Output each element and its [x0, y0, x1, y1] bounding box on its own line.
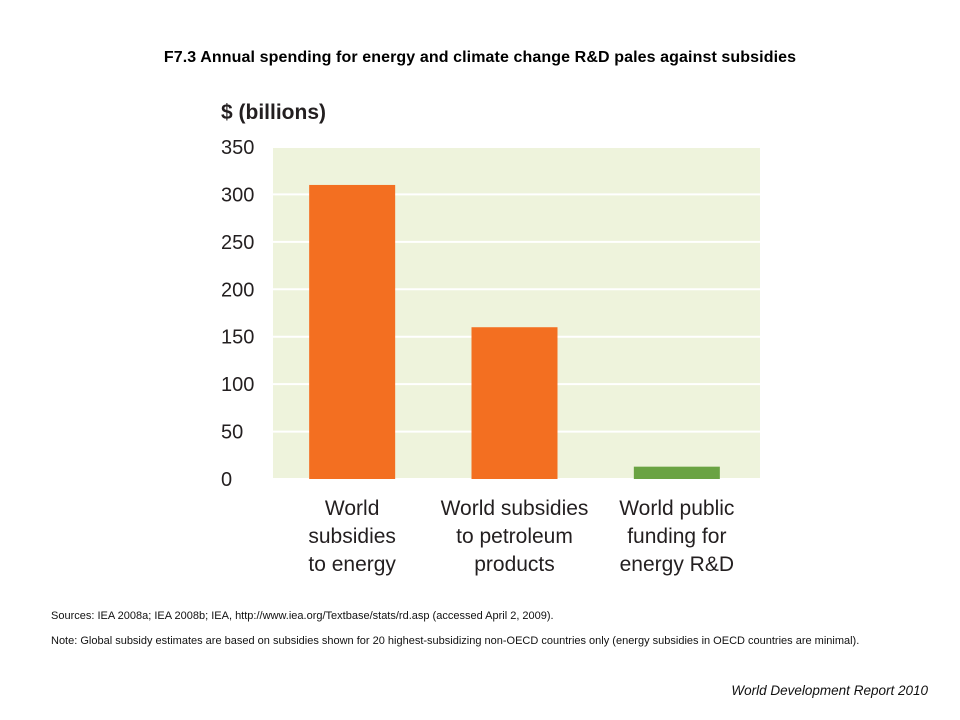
y-tick-label: 0 [221, 469, 232, 491]
category-label-line: funding for [627, 525, 726, 548]
bar-0 [309, 184, 396, 479]
y-tick-label: 250 [221, 232, 254, 254]
bar-2 [633, 466, 720, 479]
category-labels: World subsidies to energy World subsidies to… [308, 497, 734, 576]
category-label-1: World subsidies to petroleum products [441, 497, 589, 576]
y-tick-label: 200 [221, 279, 254, 301]
y-tick-label: 100 [221, 374, 254, 396]
bar-chart: $ (billions) 0 50 100 150 200 250 300 350 World… [221, 101, 760, 576]
chart-title: F7.3 Annual spending for energy and clim… [163, 49, 797, 66]
y-axis-label: $ (billions) [221, 101, 326, 124]
category-label-line: to petroleum [456, 525, 573, 548]
category-label-line: World subsidies [441, 497, 589, 520]
y-tick-label: 300 [221, 184, 254, 206]
category-label-line: World [325, 497, 379, 520]
bar-1 [471, 327, 558, 479]
y-tick-labels: 0 50 100 150 200 250 300 350 [221, 137, 254, 491]
notes: Sources: IEA 2008a; IEA 2008b; IEA, http… [51, 609, 921, 659]
category-label-0: World subsidies to energy [308, 497, 396, 576]
note-text: Note: Global subsidy estimates are based… [51, 635, 860, 647]
category-label-line: World public [619, 497, 734, 520]
y-tick-label: 350 [221, 137, 254, 159]
bars [309, 184, 720, 479]
y-tick-label: 150 [221, 327, 254, 349]
y-tick-label: 50 [221, 422, 243, 444]
footer-credit: World Development Report 2010 [731, 683, 928, 698]
category-label-line: products [474, 553, 555, 576]
sources-text: Sources: IEA 2008a; IEA 2008b; IEA, http… [51, 610, 554, 622]
category-label-2: World public funding for energy R&D [619, 497, 734, 576]
category-label-line: energy R&D [620, 553, 734, 576]
category-label-line: to energy [308, 553, 396, 576]
category-label-line: subsidies [308, 525, 396, 548]
